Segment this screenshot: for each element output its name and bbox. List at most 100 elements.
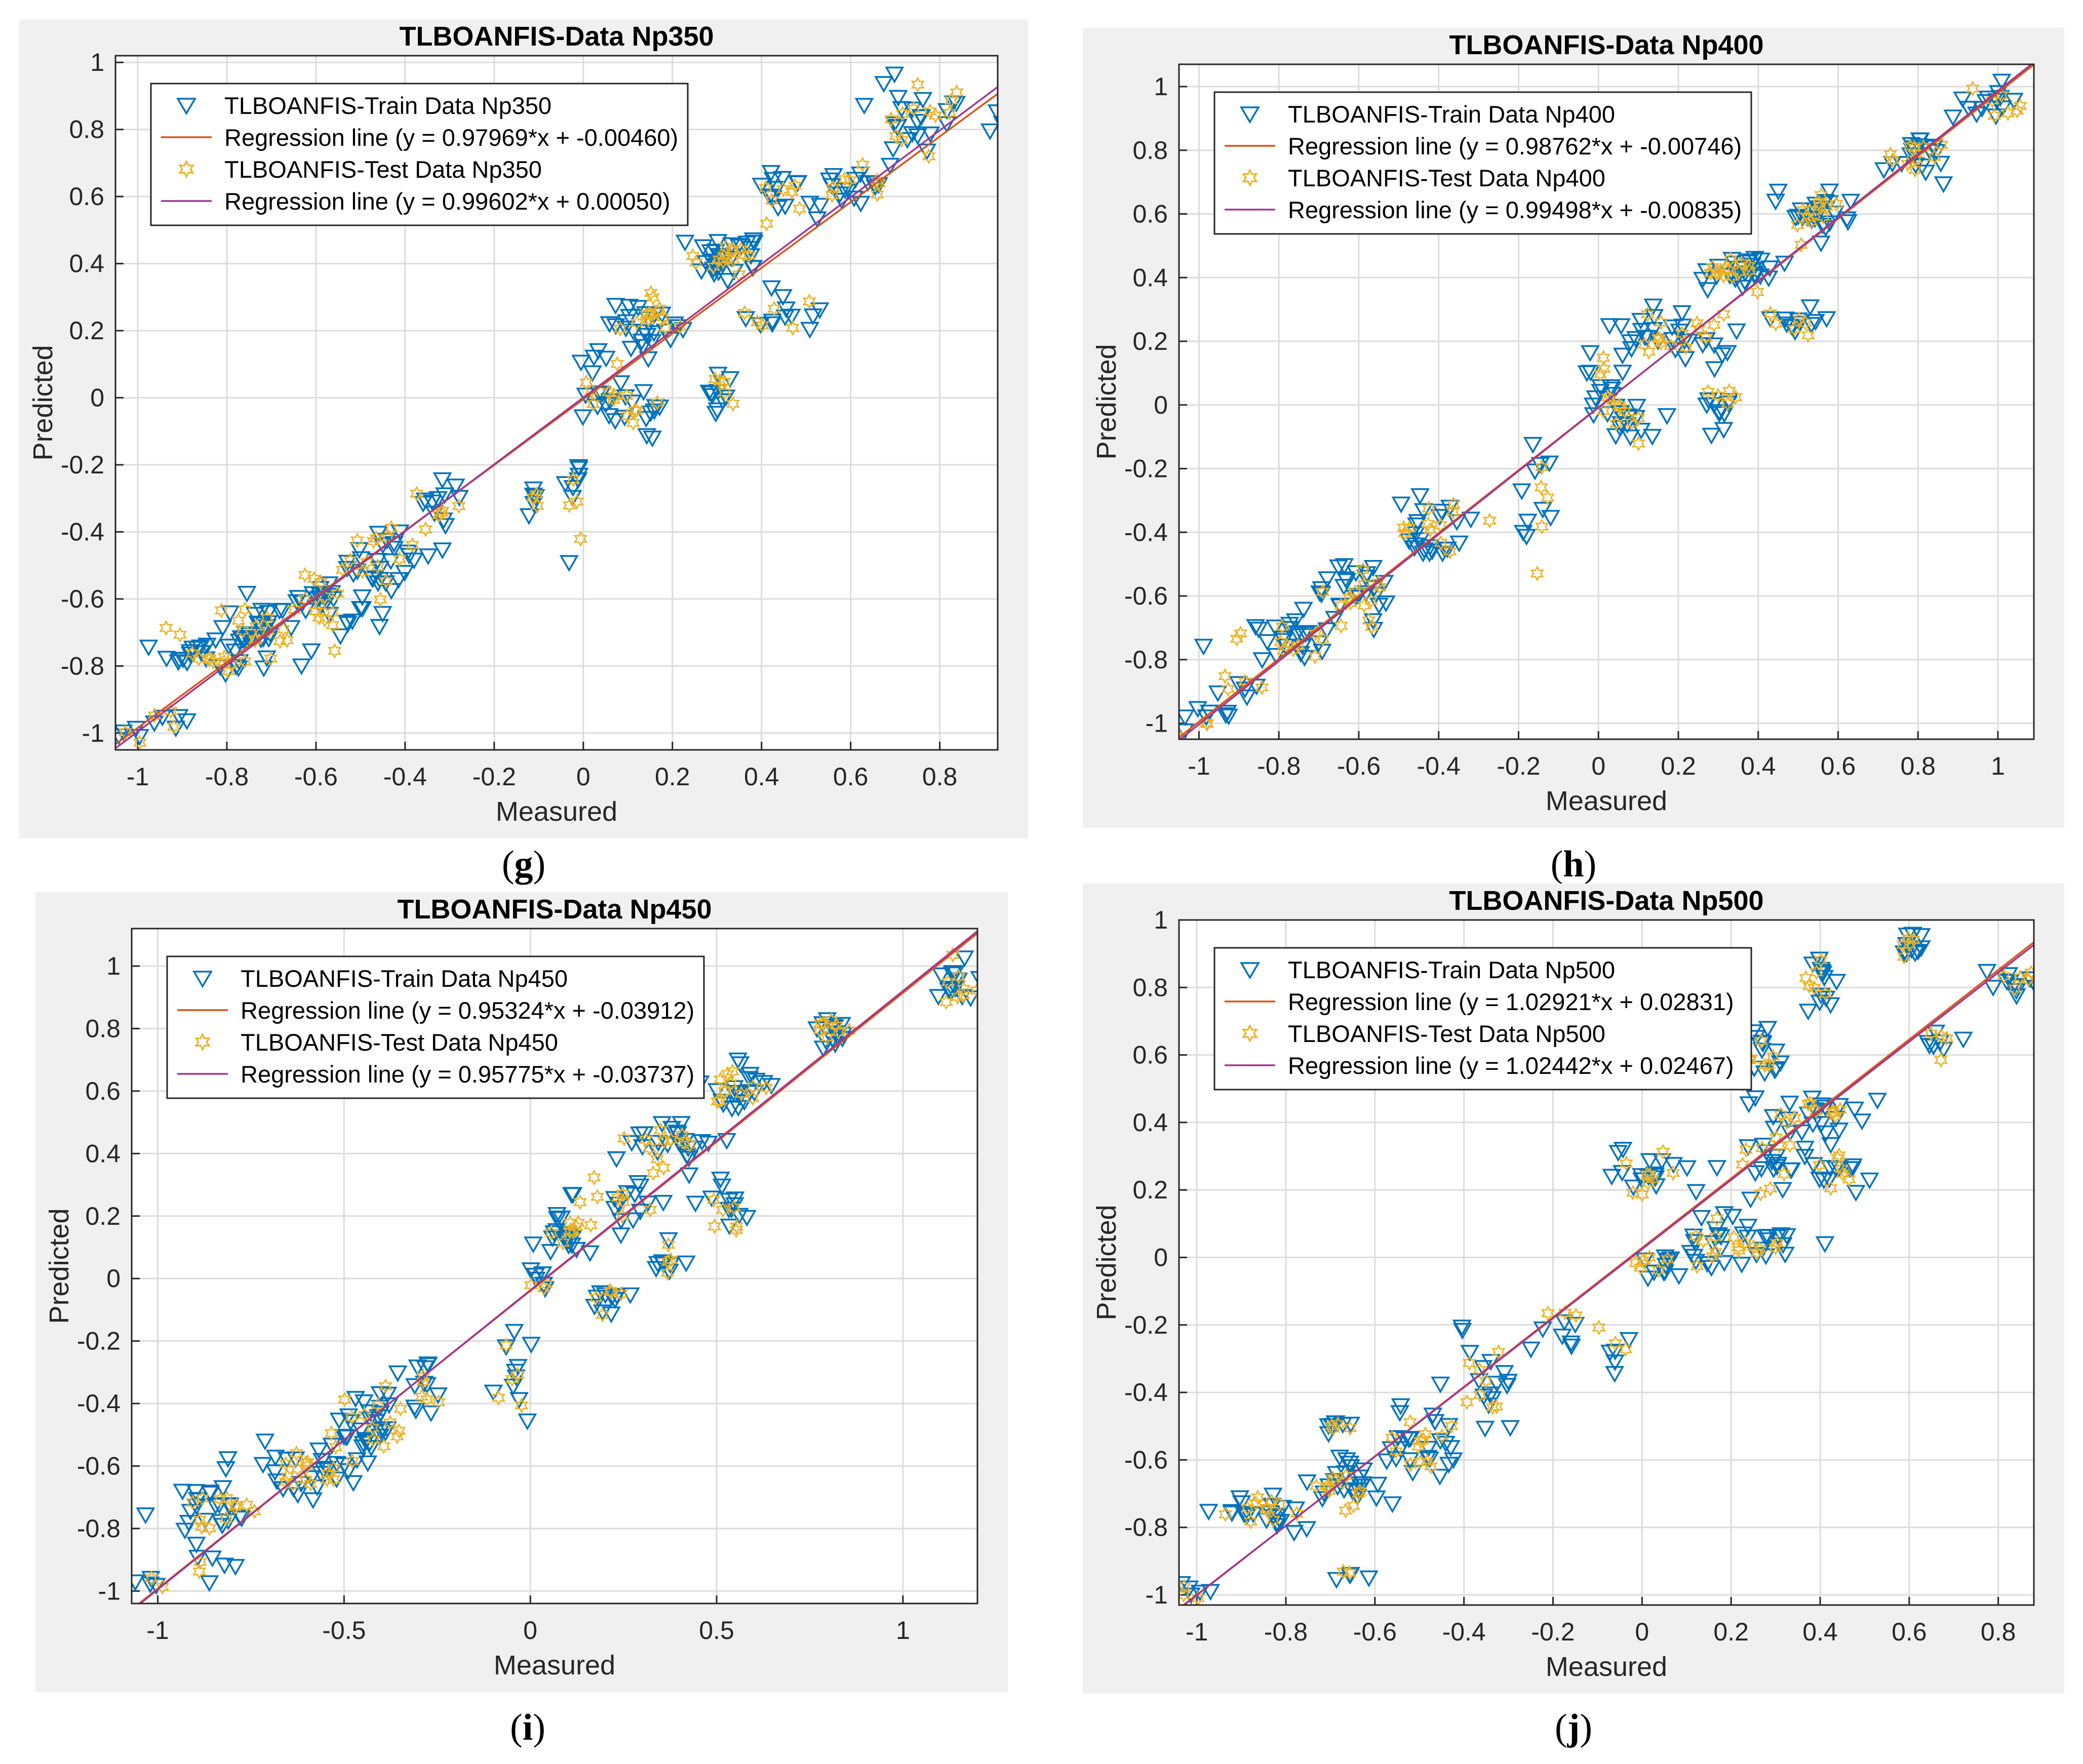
legend: TLBOANFIS-Train Data Np350 Regression lin…: [150, 83, 689, 226]
test-point: [1833, 1101, 1848, 1118]
train-point: [2020, 971, 2034, 988]
train-point: [1897, 937, 1916, 954]
train-point: [1768, 1156, 1788, 1174]
test-point: [619, 388, 634, 404]
test-point: [661, 1236, 676, 1253]
legend-entry: TLBOANFIS-Train Data Np450: [241, 965, 568, 992]
test-point: [1792, 311, 1806, 327]
train-point: [883, 141, 903, 158]
train-point: [252, 603, 271, 620]
test-point: [327, 1460, 341, 1476]
train-point: [846, 172, 866, 189]
x-tick-label: -0.2: [473, 763, 516, 791]
train-point: [630, 1178, 650, 1196]
train-point: [1811, 987, 1831, 1005]
train-point: [186, 1484, 206, 1501]
train-point: [623, 1212, 643, 1229]
train-point: [677, 1148, 697, 1166]
test-point: [1688, 1228, 1703, 1245]
train-point: [1642, 429, 1662, 446]
y-tick-label: 0.8: [85, 1014, 121, 1043]
train-point: [653, 1194, 673, 1212]
legend-test-marker: [178, 159, 194, 179]
test-point: [595, 1307, 610, 1323]
test-point: [658, 319, 673, 336]
train-point: [832, 1017, 852, 1034]
train-point: [216, 1461, 235, 1478]
train-point: [1732, 1257, 1752, 1274]
train-point: [1521, 1341, 1541, 1359]
train-point: [173, 1484, 192, 1501]
train-point: [1686, 1254, 1706, 1271]
x-tick-label: 0.4: [1741, 752, 1776, 780]
test-point: [1275, 618, 1289, 635]
test-point: [1825, 1104, 1839, 1120]
test-point: [1272, 1496, 1287, 1513]
test-point: [1273, 634, 1288, 650]
test-point: [1424, 1458, 1438, 1475]
test-point: [1654, 335, 1668, 351]
train-point: [169, 654, 188, 671]
train-point: [686, 1195, 705, 1213]
test-point: [1708, 1244, 1723, 1261]
test-point: [1179, 1587, 1191, 1603]
train-point: [1583, 397, 1603, 415]
train-point: [810, 302, 830, 319]
test-point: [1906, 932, 1921, 948]
train-point: [215, 1557, 234, 1575]
train-point: [1707, 1160, 1727, 1177]
train-point: [1383, 1496, 1402, 1513]
train-point: [1758, 1229, 1778, 1246]
test-point: [870, 173, 884, 189]
train-point: [1329, 559, 1349, 577]
train-point: [1903, 927, 1923, 944]
train-point: [418, 1357, 438, 1375]
train-point: [1190, 1584, 1210, 1602]
test-point: [664, 1132, 678, 1148]
test-point: [224, 656, 239, 672]
train-point: [2007, 979, 2026, 996]
train-point: [1284, 1525, 1304, 1542]
train-point: [1366, 1490, 1386, 1508]
train-point: [388, 572, 408, 589]
x-tick-label: 0.8: [1900, 752, 1936, 780]
test-point: [1362, 612, 1376, 629]
train-point: [1677, 1160, 1697, 1177]
train-point: [347, 564, 367, 581]
test-point: [946, 946, 960, 963]
test-point: [1398, 525, 1412, 541]
test-point: [562, 497, 577, 514]
train-point: [1795, 1149, 1815, 1166]
test-point: [1772, 1138, 1787, 1154]
test-point: [652, 300, 666, 317]
test-point: [392, 1423, 406, 1439]
test-point: [1631, 410, 1645, 426]
train-point: [1605, 1366, 1625, 1383]
test-point: [1883, 146, 1898, 163]
y-tick-label: 0.4: [1132, 1108, 1168, 1137]
train-point: [257, 650, 277, 667]
train-point: [1481, 1386, 1501, 1404]
test-point: [185, 1494, 200, 1511]
train-point: [737, 1210, 757, 1227]
test-point: [1266, 1511, 1281, 1528]
train-point: [740, 1067, 760, 1084]
train-point: [1600, 318, 1620, 335]
train-point: [379, 1397, 399, 1415]
legend-box: [150, 83, 689, 226]
train-point: [767, 181, 787, 198]
x-axis-label: Measured: [1546, 1652, 1667, 1682]
x-tick-label: -0.6: [1353, 1618, 1397, 1646]
test-point: [1966, 81, 1980, 97]
train-point: [1443, 1452, 1463, 1469]
x-tick-label: -0.8: [1257, 752, 1301, 780]
y-tick-label: 0: [106, 1264, 121, 1293]
train-point: [1512, 483, 1531, 501]
test-point: [1417, 1431, 1431, 1448]
train-point: [541, 1244, 561, 1261]
y-tick-label: 1: [106, 952, 121, 980]
train-point: [1611, 416, 1631, 433]
train-point: [1843, 1158, 1863, 1176]
train-point: [885, 66, 905, 84]
x-tick-label: 0.5: [699, 1616, 734, 1645]
